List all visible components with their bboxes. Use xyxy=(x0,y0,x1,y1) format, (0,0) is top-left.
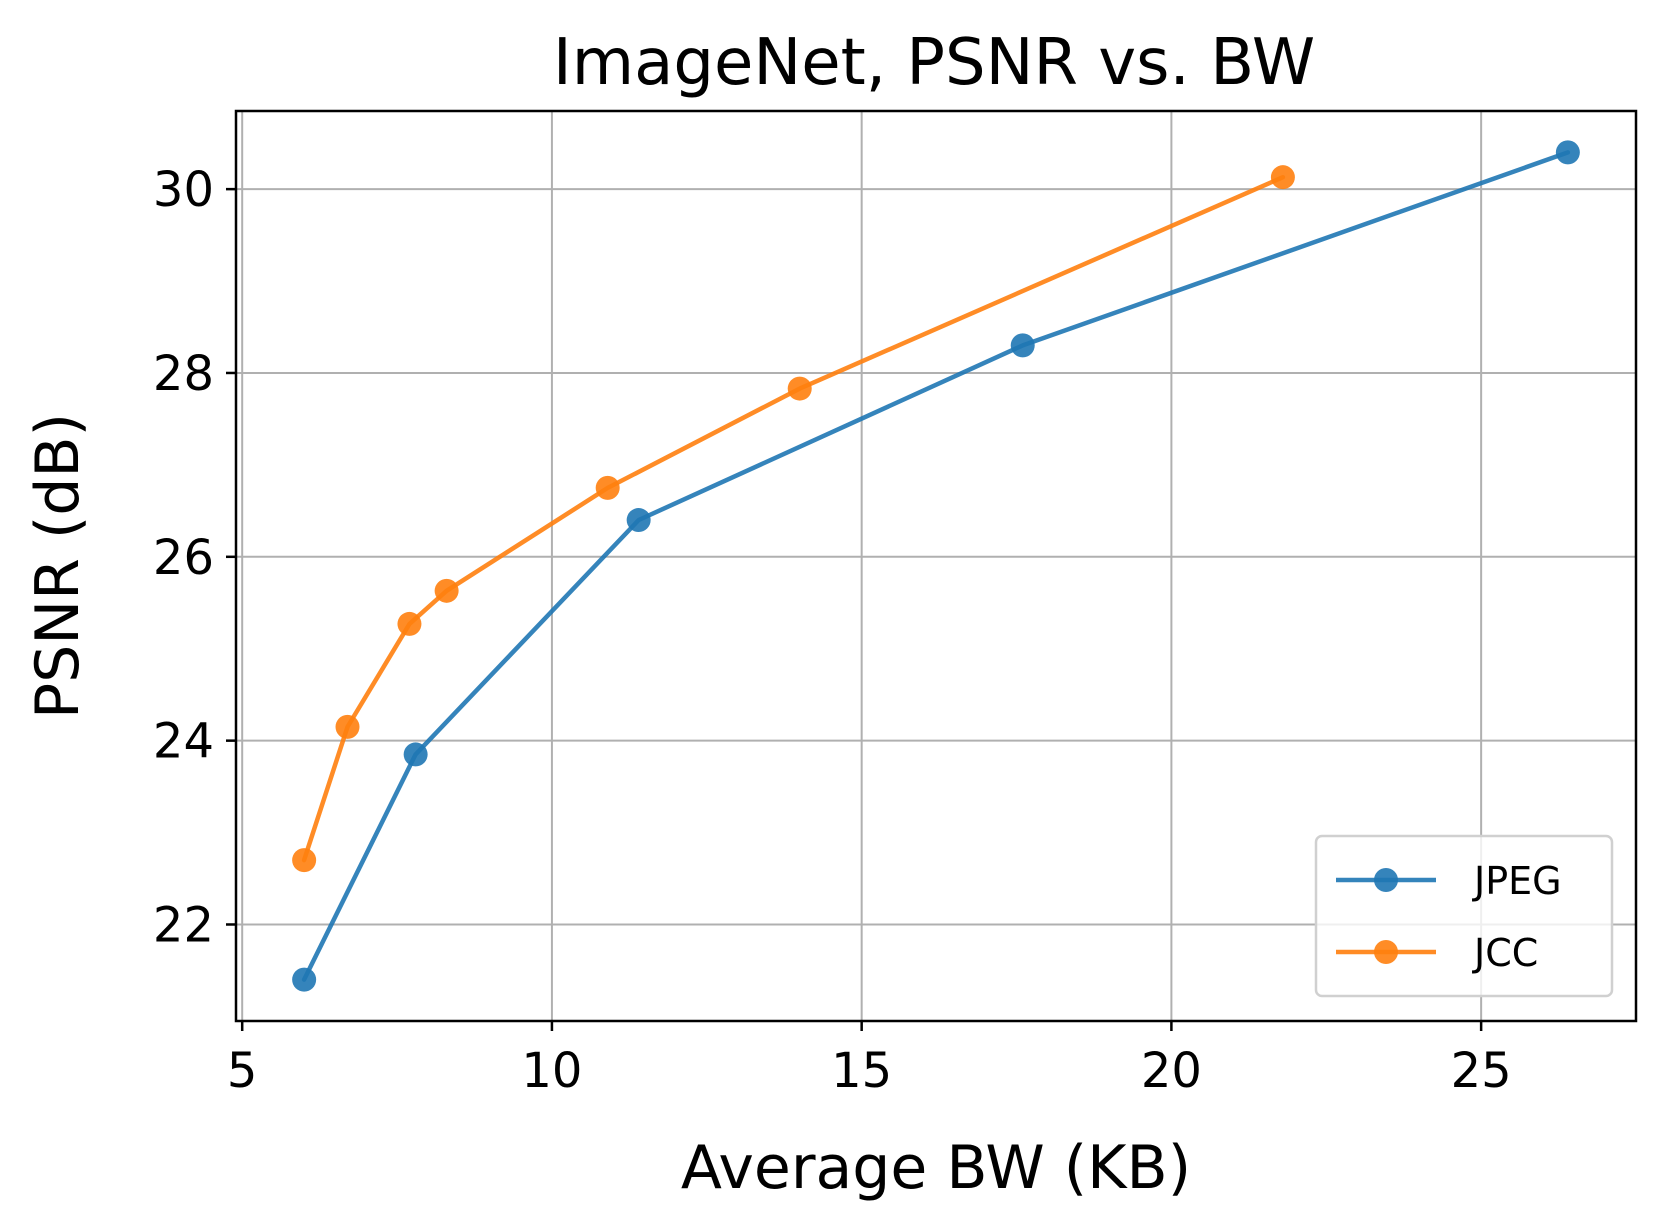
legend-box xyxy=(1314,834,1614,998)
data-point-jpeg xyxy=(1010,333,1035,358)
legend-entry-jpeg: JPEG xyxy=(1336,859,1562,903)
y-tick-label: 28 xyxy=(153,346,214,402)
data-point-jcc xyxy=(292,848,317,873)
grid-lines xyxy=(236,111,1636,1021)
chart-title: ImageNet, PSNR vs. BW xyxy=(553,26,1315,100)
data-point-jcc xyxy=(397,611,422,636)
legend: JPEG JCC xyxy=(1314,834,1614,998)
data-point-jcc xyxy=(335,714,360,739)
legend-marker-jcc xyxy=(1374,940,1398,964)
data-point-jpeg xyxy=(626,508,651,533)
series-jcc xyxy=(292,165,1295,873)
x-tick-label: 5 xyxy=(227,1043,258,1099)
x-tick-label: 10 xyxy=(521,1043,582,1099)
x-tick-label: 15 xyxy=(831,1043,892,1099)
y-tick-label: 30 xyxy=(153,162,214,218)
data-point-jcc xyxy=(1270,165,1295,190)
x-tick-label: 20 xyxy=(1141,1043,1202,1099)
plot-frame xyxy=(234,109,1638,1023)
series-jpeg xyxy=(292,140,1580,992)
legend-entry-jcc: JCC xyxy=(1336,931,1538,975)
axis-ticks: 5 10 15 20 25 22 24 26 28 30 xyxy=(153,162,1512,1099)
x-tick-label: 25 xyxy=(1451,1043,1512,1099)
legend-label-jpeg: JPEG xyxy=(1472,859,1562,903)
data-point-jcc xyxy=(434,578,459,603)
data-point-jcc xyxy=(595,475,620,500)
legend-marker-jpeg xyxy=(1374,868,1398,892)
y-tick-label: 24 xyxy=(153,714,214,770)
data-point-jpeg xyxy=(403,742,428,767)
data-point-jpeg xyxy=(292,967,317,992)
legend-label-jcc: JCC xyxy=(1472,931,1538,975)
series-layer xyxy=(292,140,1580,992)
y-tick-label: 22 xyxy=(153,897,214,953)
y-tick-label: 26 xyxy=(153,530,214,586)
data-point-jcc xyxy=(787,376,812,401)
data-point-jpeg xyxy=(1555,140,1580,165)
y-axis-label: PSNR (dB) xyxy=(23,413,93,719)
x-axis-label: Average BW (KB) xyxy=(681,1133,1191,1203)
